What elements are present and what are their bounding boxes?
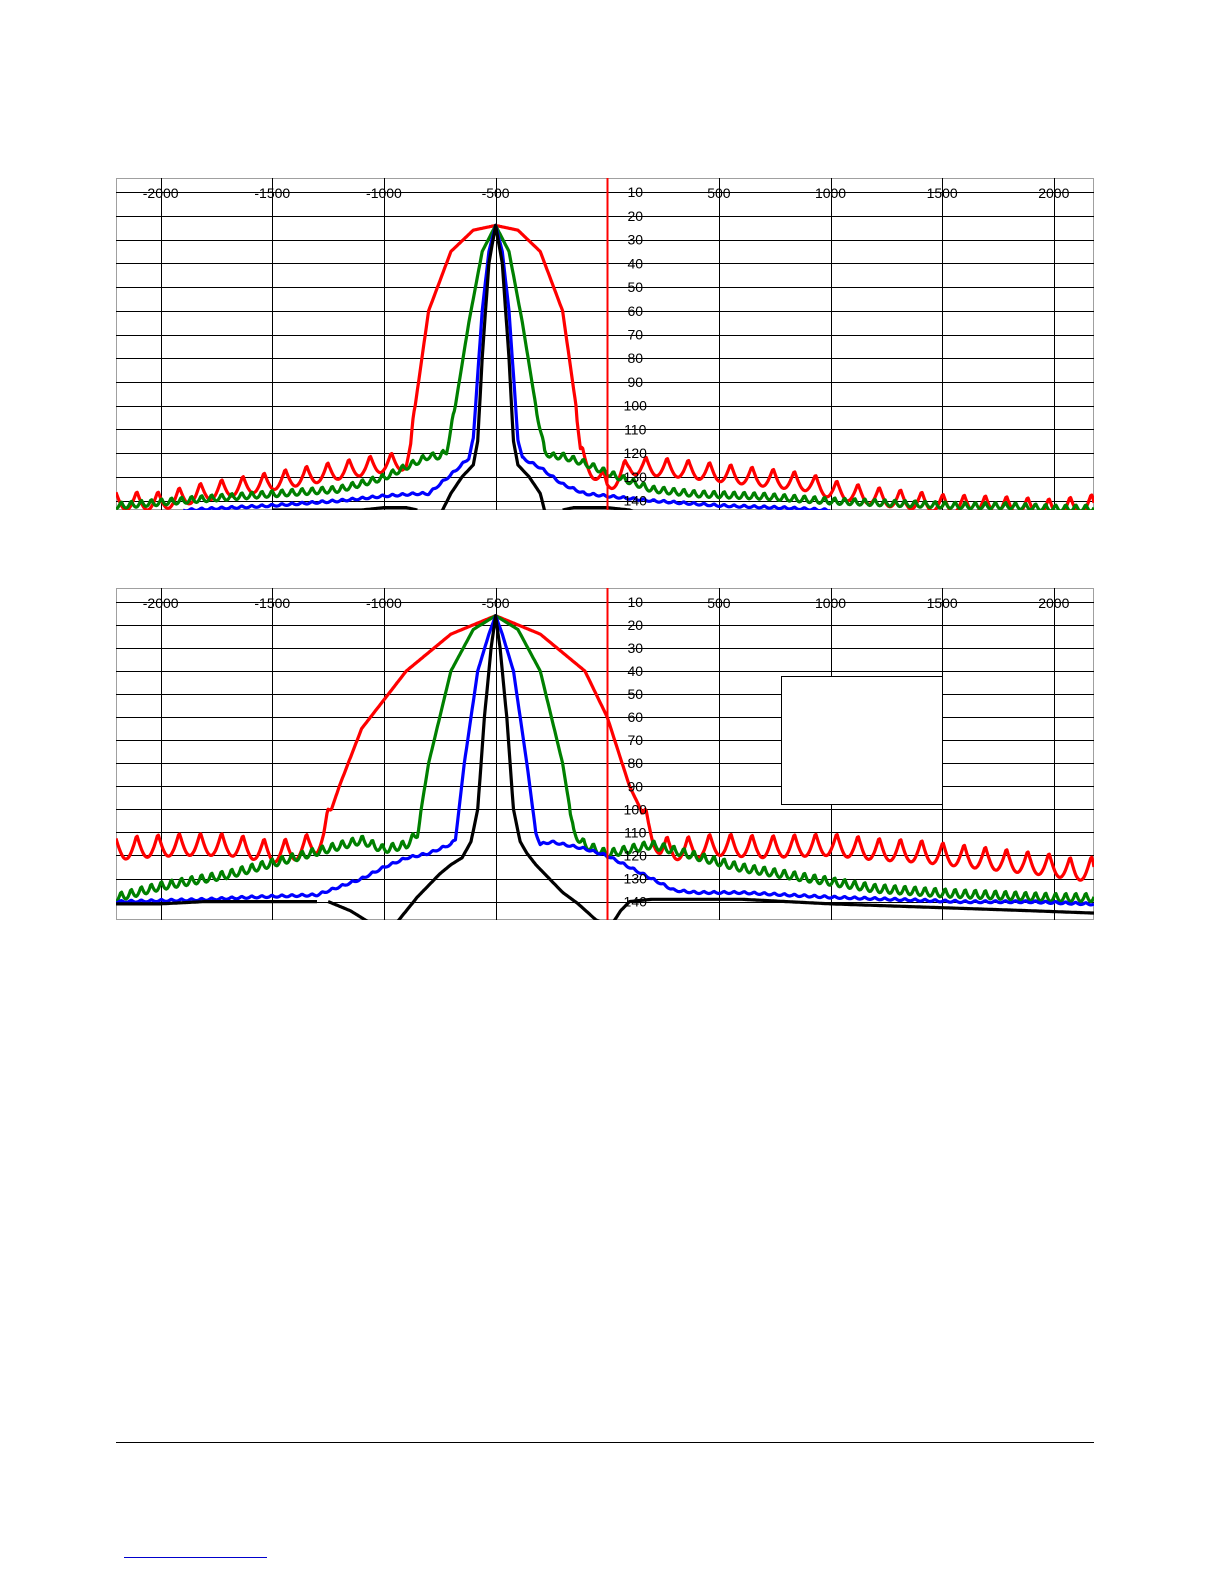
footer-divider: [116, 1442, 1094, 1443]
x-tick-label: 500: [707, 185, 731, 201]
y-tick-labels: 10 20 30 40 50 60 70 80 90 100 110 120 130 140: [624, 594, 648, 910]
y-tick-label: 80: [627, 755, 643, 771]
y-tick-label: 90: [627, 374, 643, 390]
x-tick-label: -2000: [143, 185, 179, 201]
series-black-line: [271, 506, 418, 510]
y-tick-label: 130: [624, 871, 648, 887]
y-tick-label: 50: [627, 279, 643, 295]
x-tick-label: 1500: [927, 595, 958, 611]
x-tick-label: 1500: [927, 185, 958, 201]
series-group: [116, 223, 1094, 510]
x-tick-label: -500: [482, 595, 510, 611]
y-tick-label: 20: [627, 617, 643, 633]
series-black-line: [327, 614, 601, 920]
y-tick-label: 10: [627, 184, 643, 200]
y-tick-label: 20: [627, 208, 643, 224]
series-blue-line: [182, 223, 831, 510]
y-tick-label: 140: [624, 894, 648, 910]
y-tick-label: 100: [624, 801, 648, 817]
x-tick-label: -500: [482, 185, 510, 201]
x-tick-label: 2000: [1038, 595, 1069, 611]
y-tick-label: 120: [624, 445, 648, 461]
series-black-line: [116, 900, 318, 906]
x-tick-labels: -2000 -1500 -1000 -500 500 1000 1500 2000: [143, 185, 1070, 201]
series-green-line: [116, 223, 1094, 510]
series-blue-line: [116, 614, 1094, 907]
series-black-line: [562, 506, 634, 510]
y-tick-label: 120: [624, 847, 648, 863]
y-tick-label: 30: [627, 232, 643, 248]
x-tick-label: -1000: [366, 595, 402, 611]
y-tick-label: 90: [627, 778, 643, 794]
y-tick-label: 70: [627, 327, 643, 343]
y-tick-label: 130: [624, 469, 648, 485]
y-tick-label: 110: [624, 824, 647, 840]
footnote-rule: [124, 1557, 267, 1558]
x-tick-label: 2000: [1038, 185, 1069, 201]
y-tick-label: 70: [627, 732, 643, 748]
y-tick-label: 10: [627, 594, 643, 610]
series-red-line: [116, 223, 1094, 510]
x-tick-label: 1000: [815, 185, 846, 201]
x-tick-label: -1000: [366, 185, 402, 201]
y-tick-label: 80: [627, 350, 643, 366]
x-tick-label: 1000: [815, 595, 846, 611]
series-black-line: [612, 897, 1094, 920]
plot-frame: [116, 588, 1094, 920]
chart-bottom: -2000 -1500 -1000 -500 500 1000 1500 2000 10 20 30…: [116, 588, 1094, 920]
y-tick-labels: 10 20 30 40 50 60 70 80 90 100 110 120 130 140: [624, 184, 648, 508]
y-tick-label: 140: [624, 493, 648, 509]
x-tick-label: 500: [707, 595, 731, 611]
series-group: [116, 614, 1094, 920]
y-tick-label: 30: [627, 640, 643, 656]
x-tick-label: -1500: [254, 595, 290, 611]
y-tick-label: 50: [627, 686, 643, 702]
series-green-line: [116, 614, 1094, 904]
series-black-line: [440, 223, 547, 510]
legend-box: [781, 676, 943, 805]
y-tick-label: 60: [627, 303, 643, 319]
y-tick-label: 40: [627, 255, 643, 271]
chart-top-plot: -2000 -1500 -1000 -500 500 1000 1500 2000 10 20 30…: [116, 178, 1094, 510]
x-tick-label: -1500: [254, 185, 290, 201]
y-tick-label: 100: [624, 398, 648, 414]
y-tick-label: 110: [624, 421, 647, 437]
plot-frame: [116, 178, 1094, 510]
series-red-line: [116, 614, 1094, 882]
x-tick-labels: -2000 -1500 -1000 -500 500 1000 1500 2000: [143, 595, 1070, 611]
y-tick-label: 60: [627, 709, 643, 725]
chart-bottom-plot: -2000 -1500 -1000 -500 500 1000 1500 2000 10 20 30…: [116, 588, 1094, 920]
x-tick-label: -2000: [143, 595, 179, 611]
chart-top: -2000 -1500 -1000 -500 500 1000 1500 2000 10 20 30…: [116, 178, 1094, 510]
y-tick-label: 40: [627, 663, 643, 679]
